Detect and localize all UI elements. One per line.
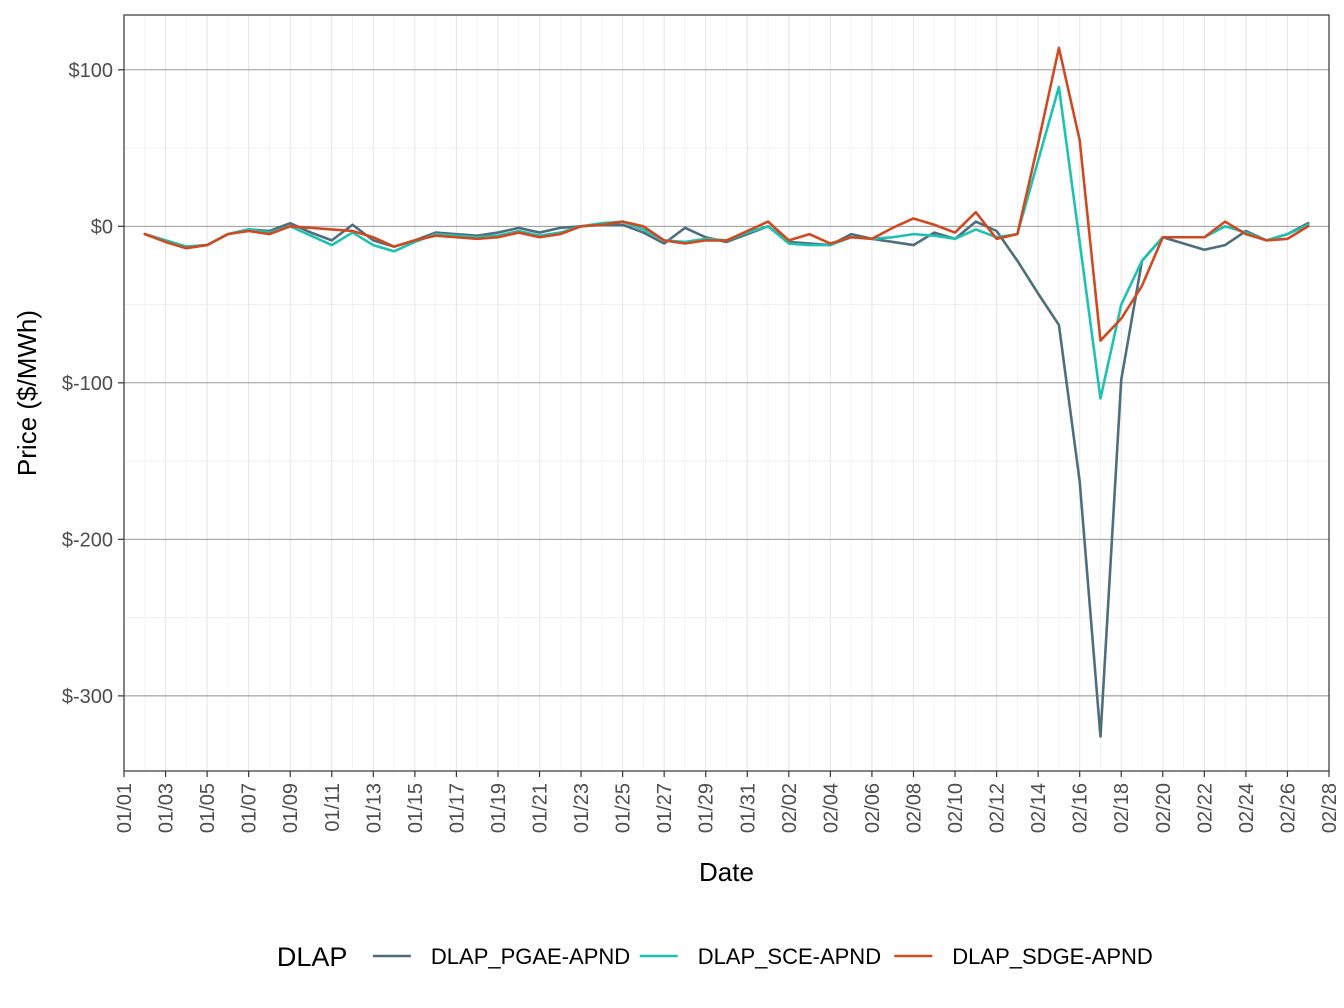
x-tick-label: 02/18 (1111, 783, 1133, 833)
x-tick-label: 01/03 (156, 783, 178, 833)
x-tick-label: 01/31 (737, 783, 759, 833)
x-tick-label: 02/08 (903, 783, 925, 833)
x-tick-label: 01/15 (405, 783, 427, 833)
y-tick-label: $-200 (62, 529, 113, 551)
legend: DLAP DLAP_PGAE-APND DLAP_SCE-APND DLAP_SDG… (277, 942, 1153, 972)
x-tick-label: 01/23 (571, 783, 593, 833)
x-tick-label: 01/17 (446, 783, 468, 833)
y-tick-label: $-100 (62, 373, 113, 395)
x-tick-label: 01/25 (613, 783, 635, 833)
legend-items: DLAP_PGAE-APND DLAP_SCE-APND DLAP_SDGE-APN… (372, 944, 1153, 969)
x-tick-label: 02/06 (862, 783, 884, 833)
y-axis: $100 $0 $-100 $-200 $-300 (62, 60, 124, 708)
x-tick-label: 02/12 (987, 783, 1009, 833)
minor-gridlines (124, 15, 1329, 771)
x-tick-label: 02/02 (779, 783, 801, 833)
x-tick-label: 02/20 (1153, 783, 1175, 833)
x-tick-label: 01/27 (654, 783, 676, 833)
x-tick-label: 02/24 (1236, 783, 1258, 833)
x-tick-label: 02/16 (1070, 783, 1092, 833)
series-lines (143, 46, 1310, 738)
x-tick-label: 01/05 (197, 783, 219, 833)
series-line-dlap_sdge-apnd (143, 46, 1310, 342)
legend-label-dlap_pgae-apnd: DLAP_PGAE-APND (431, 944, 630, 969)
y-tick-label: $100 (69, 60, 114, 82)
x-tick-label: 02/26 (1277, 783, 1299, 833)
y-axis-title: Price ($/MWh) (12, 310, 42, 476)
x-tick-label: 02/10 (945, 783, 967, 833)
x-axis: 01/01 01/03 01/05 01/07 01/09 01/11 01/13 01/15… (114, 771, 1341, 833)
x-tick-label: 01/01 (114, 783, 136, 833)
x-tick-label: 01/09 (280, 783, 302, 833)
x-tick-label: 01/07 (239, 783, 261, 833)
x-axis-title: Date (699, 857, 754, 887)
legend-label-dlap_sdge-apnd: DLAP_SDGE-APND (952, 944, 1153, 969)
x-tick-label: 02/04 (820, 783, 842, 833)
legend-label-dlap_sce-apnd: DLAP_SCE-APND (698, 944, 881, 969)
x-tick-label: 02/28 (1319, 783, 1341, 833)
x-tick-label: 01/21 (530, 783, 552, 833)
x-tick-label: 02/22 (1194, 783, 1216, 833)
legend-title: DLAP (277, 942, 348, 972)
plot-border (123, 14, 1330, 772)
x-tick-label: 01/13 (363, 783, 385, 833)
major-gridlines (123, 15, 1330, 771)
x-tick-label: 01/11 (322, 783, 344, 832)
series-line-dlap_pgae-apnd (143, 220, 1310, 738)
x-tick-label: 01/29 (696, 783, 718, 833)
x-tick-label: 02/14 (1028, 783, 1050, 833)
y-tick-label: $0 (91, 216, 113, 238)
x-tick-label: 01/19 (488, 783, 510, 833)
y-tick-label: $-300 (62, 686, 113, 708)
